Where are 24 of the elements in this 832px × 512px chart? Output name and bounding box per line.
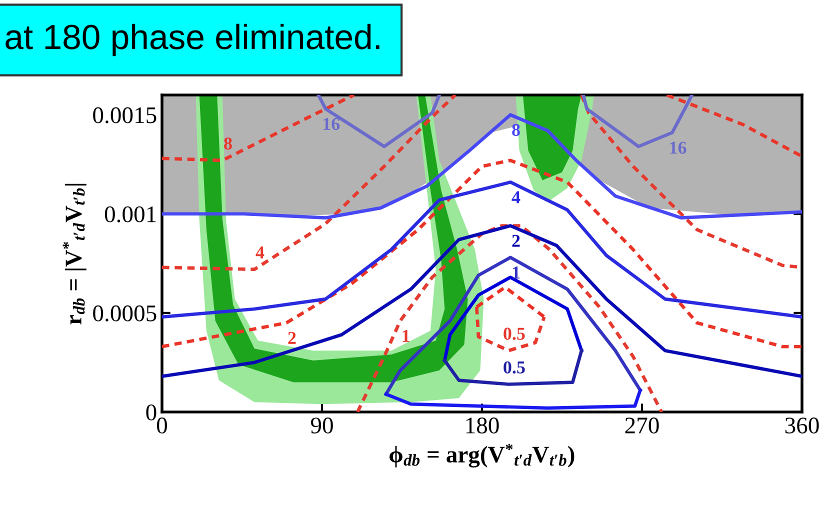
annotation: 8 xyxy=(512,124,520,136)
y-tick-label: 0.0005 xyxy=(93,305,156,322)
y-axis-title: r$_{db}$ = |V$^{*}$$_{t′d}$V$_{t′b}$| xyxy=(62,184,86,324)
annotation: 2 xyxy=(288,332,296,344)
annotation: 4 xyxy=(512,191,520,204)
x-tick-label: 0 xyxy=(156,418,168,434)
annotation: 0.5 xyxy=(504,328,525,340)
annotation: 1 xyxy=(402,330,410,342)
annotation: 1 xyxy=(512,266,520,278)
x-axis-title: ϕ$_{db}$ = arg(V$^{*}$$_{t′d}$V$_{t′b}$) xyxy=(390,444,574,468)
y-tick-label: 0.0015 xyxy=(93,107,156,124)
annotation: 0.5 xyxy=(504,361,525,374)
x-tick-label: 270 xyxy=(625,418,659,434)
y-tick-label: 0 xyxy=(146,404,156,420)
annotation: 4 xyxy=(256,246,264,258)
x-tick-label: 90 xyxy=(310,418,333,434)
x-tick-label: 180 xyxy=(466,418,499,434)
annotation: 8 xyxy=(224,137,232,150)
annotation: 2 xyxy=(512,234,520,247)
x-tick-label: 360 xyxy=(785,418,819,434)
annotation: 16 xyxy=(324,118,340,130)
text: at 180 phase eliminated. xyxy=(6,24,380,56)
annotation: 16 xyxy=(670,142,686,154)
y-tick-label: 0.001 xyxy=(104,206,156,222)
